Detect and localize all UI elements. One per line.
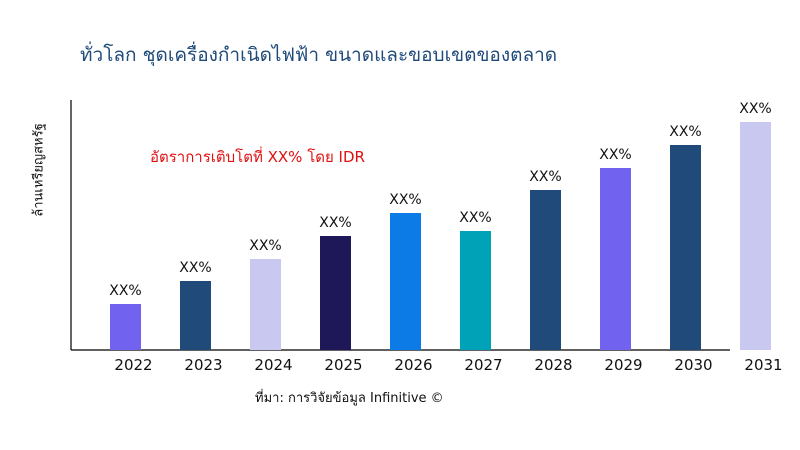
data-label-2029: XX% <box>599 147 631 163</box>
bar-2023 <box>180 281 211 350</box>
data-label-2026: XX% <box>389 192 421 208</box>
bar-2029 <box>600 168 631 350</box>
source-note: ที่มา: การวิจัยข้อมูล Infinitive © <box>255 391 444 406</box>
x-tick-label-2028: 2028 <box>534 356 572 374</box>
x-tick-label-2025: 2025 <box>324 356 362 374</box>
x-tick-label-2024: 2024 <box>254 356 292 374</box>
data-label-2025: XX% <box>319 215 351 231</box>
x-tick-label-2022: 2022 <box>114 356 152 374</box>
x-tick-label-2029: 2029 <box>604 356 642 374</box>
growth-annotation: อัตราการเติบโตที่ XX% โดย IDR <box>150 148 365 166</box>
data-label-2031: XX% <box>739 101 771 117</box>
bar-2028 <box>530 190 561 350</box>
x-tick-label-2027: 2027 <box>464 356 502 374</box>
bar-2024 <box>250 259 281 350</box>
x-tick-label-2030: 2030 <box>674 356 712 374</box>
bar-2027 <box>460 231 491 350</box>
bar-2031 <box>740 122 771 350</box>
bar-2030 <box>670 145 701 350</box>
data-label-2028: XX% <box>529 169 561 185</box>
bar-2026 <box>390 213 421 350</box>
data-label-2023: XX% <box>179 260 211 276</box>
data-label-2022: XX% <box>109 283 141 299</box>
x-tick-label-2026: 2026 <box>394 356 432 374</box>
bar-2025 <box>320 236 351 350</box>
data-label-2027: XX% <box>459 210 491 226</box>
x-tick-label-2031: 2031 <box>744 356 782 374</box>
bar-2022 <box>110 304 141 350</box>
x-tick-label-2023: 2023 <box>184 356 222 374</box>
chart-title: ทั่วโลก ชุดเครื่องกำเนิดไฟฟ้า ขนาดและขอบ… <box>80 44 558 66</box>
data-label-2024: XX% <box>249 238 281 254</box>
data-label-2030: XX% <box>669 124 701 140</box>
